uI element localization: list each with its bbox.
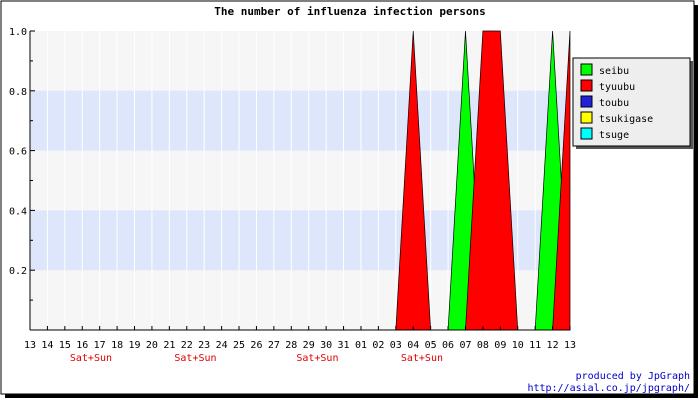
x-tick-label: 02 [372,340,384,351]
x-tick-label: 06 [442,340,454,351]
x-tick-label: 27 [268,340,280,351]
axes: 0.2 0.4 0.6 0.8 1.0 13 14 15 16 17 18 19 20 21 22 23 24 2… [9,27,576,364]
x-tick-label: 21 [163,340,175,351]
legend-label-tyuubu: tyuubu [599,82,635,93]
y-tick-label: 0.8 [9,87,27,98]
credit-line-2[interactable]: http://asial.co.jp/jpgraph/ [527,383,690,394]
x-tick-label: 17 [94,340,106,351]
x-tick-label: 14 [41,340,53,351]
x-tick-label: 24 [216,340,228,351]
x-tick-label: 10 [512,340,524,351]
x-tick-label: 18 [111,340,123,351]
x-tick-label: 04 [407,340,419,351]
x-tick-label: 29 [303,340,315,351]
x-tick-label: 26 [250,340,262,351]
x-tick-label: 30 [320,340,332,351]
x-tick-label: 12 [547,340,559,351]
legend-swatch-tsuge [580,127,593,140]
legend: seibu tyuubu toubu tsukigase tsuge [572,57,693,149]
x-tick-label: 22 [181,340,193,351]
chart-title: The number of influenza infection person… [214,5,486,18]
x-tick-label: 15 [59,340,71,351]
x-tick-label: 13 [24,340,36,351]
x-tick-label: 31 [338,340,350,351]
y-tick-label: 0.2 [9,266,27,277]
x-tick-label: 25 [233,340,245,351]
legend-label-toubu: toubu [599,98,629,109]
x-tick-label: 07 [459,340,471,351]
x-tick-label: 09 [494,340,506,351]
x-tick-label: 20 [146,340,158,351]
x-tick-label: 13 [564,340,576,351]
x-tick-label: 03 [390,340,402,351]
x-tick-label: 23 [198,340,210,351]
y-tick-label: 1.0 [9,27,27,38]
legend-label-tsuge: tsuge [599,130,629,141]
weekend-label: Sat+Sun [70,353,112,364]
legend-label-seibu: seibu [599,66,629,77]
legend-swatch-tsukigase [580,111,593,124]
x-tick-label: 01 [355,340,367,351]
x-tick-label: 28 [285,340,297,351]
y-tick-label: 0.4 [9,206,27,217]
x-tick-label: 08 [477,340,489,351]
x-tick-label: 19 [128,340,140,351]
legend-swatch-tyuubu [580,79,593,92]
credit-line-1: produced by JpGraph [576,371,690,382]
x-tick-label: 05 [425,340,437,351]
x-tick-label: 16 [76,340,88,351]
x-tick-label: 11 [529,340,541,351]
weekend-label: Sat+Sun [174,353,216,364]
weekend-label: Sat+Sun [296,353,338,364]
legend-swatch-toubu [580,95,593,108]
legend-swatch-seibu [580,63,593,76]
y-tick-label: 0.6 [9,147,27,158]
legend-label-tsukigase: tsukigase [599,114,653,125]
weekend-label: Sat+Sun [401,353,443,364]
